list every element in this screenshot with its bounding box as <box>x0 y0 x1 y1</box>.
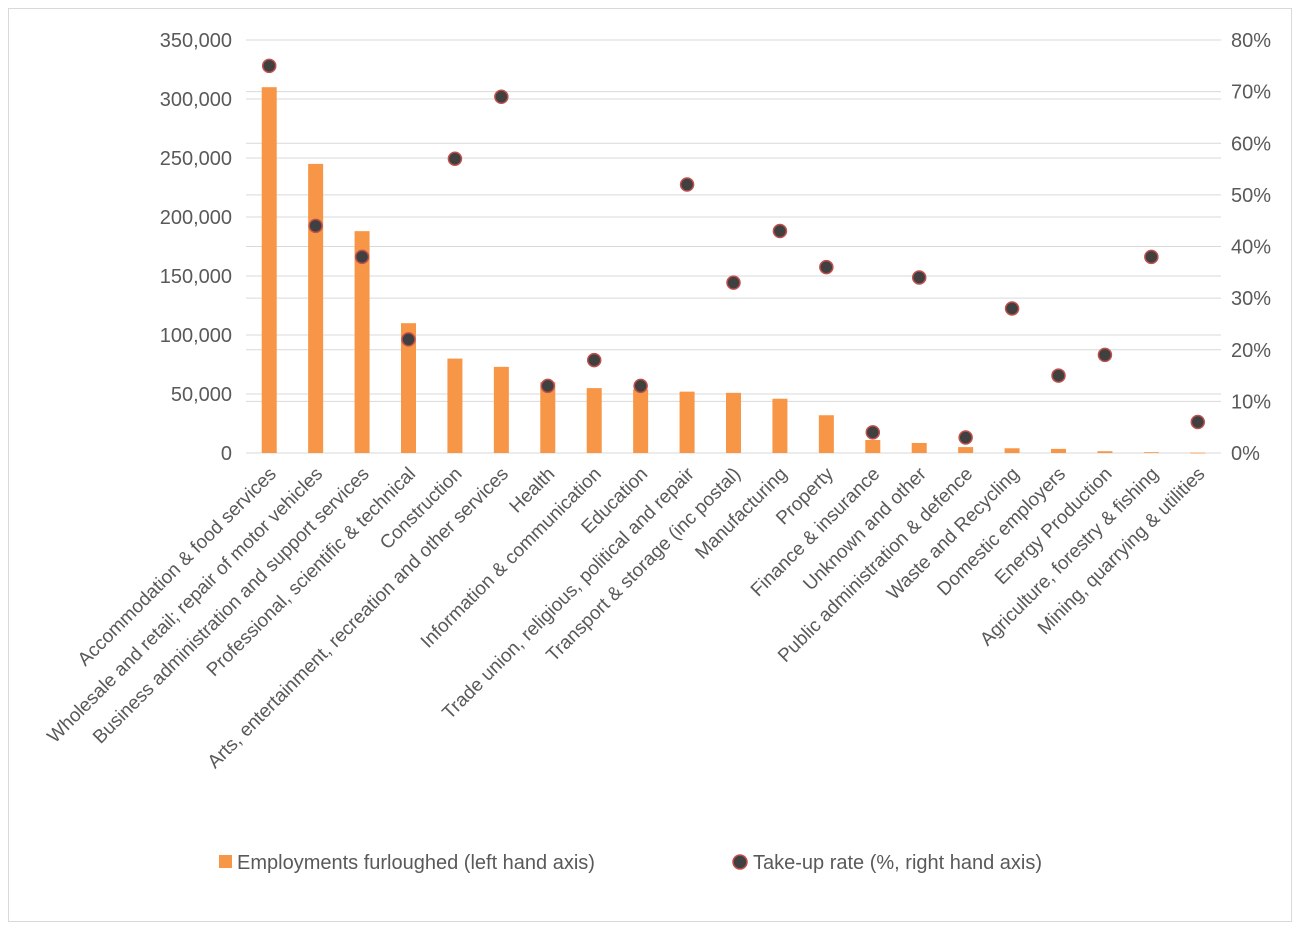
scatter-series <box>261 58 1206 445</box>
scatter-point <box>1097 347 1113 363</box>
scatter-point <box>261 58 277 74</box>
chart-frame: 0 50,000 100,000 150,000 200,000 250,000 300,0… <box>8 8 1292 922</box>
bar <box>401 323 416 453</box>
scatter-point <box>308 218 323 234</box>
bar <box>958 447 974 453</box>
legend-label-bars: Employments furloughed (left hand axis) <box>237 852 595 874</box>
right-tick-label: 80% <box>1231 30 1271 52</box>
right-tick-label: 60% <box>1231 133 1271 155</box>
right-tick-label: 50% <box>1231 185 1271 207</box>
legend-swatch-bars <box>219 855 232 868</box>
bar <box>772 398 788 453</box>
scatter-point <box>447 151 463 166</box>
scatter-point <box>1004 301 1020 316</box>
right-tick-label: 30% <box>1231 288 1271 310</box>
bar <box>1097 451 1113 453</box>
legend-label-points: Take-up rate (%, right hand axis) <box>753 852 1042 874</box>
scatter-point <box>586 352 602 368</box>
bar <box>726 392 741 453</box>
left-tick-label: 100,000 <box>160 325 232 347</box>
left-tick-label: 150,000 <box>160 266 232 288</box>
bar <box>354 231 370 453</box>
left-tick-label: 50,000 <box>171 384 232 406</box>
bar <box>540 382 556 453</box>
bar <box>1143 452 1159 453</box>
scatter-point <box>679 177 695 192</box>
scatter-point <box>633 378 648 394</box>
scatter-point <box>1051 368 1066 383</box>
scatter-point <box>540 378 556 394</box>
right-tick-label: 70% <box>1231 82 1271 104</box>
bar <box>1190 452 1206 454</box>
right-tick-label: 20% <box>1231 340 1271 362</box>
legend: Employments furloughed (left hand axis) … <box>219 852 1042 874</box>
bar <box>1004 448 1020 453</box>
bar <box>447 358 463 453</box>
bar <box>1051 448 1066 453</box>
bar <box>911 442 927 453</box>
bar <box>633 389 649 453</box>
scatter-point <box>726 275 741 290</box>
gridlines <box>246 39 1221 454</box>
scatter-point <box>819 259 834 275</box>
scatter-point <box>958 430 973 445</box>
scatter-point <box>911 270 927 285</box>
bar <box>865 440 881 453</box>
scatter-point <box>772 223 788 239</box>
left-tick-label: 350,000 <box>160 30 232 52</box>
left-tick-label: 250,000 <box>160 148 232 170</box>
legend-swatch-points <box>732 854 748 870</box>
right-axis-ticks: 0% 10% 20% 30% 40% 50% 60% 70% 80% <box>1231 30 1271 465</box>
right-tick-label: 10% <box>1231 391 1271 413</box>
bar <box>679 391 695 453</box>
scatter-point <box>401 332 416 347</box>
scatter-point <box>1190 414 1206 430</box>
scatter-point <box>354 249 370 265</box>
bar <box>818 415 834 453</box>
combo-chart: 0 50,000 100,000 150,000 200,000 250,000 300,0… <box>43 30 1271 874</box>
bar <box>493 366 509 453</box>
right-tick-label: 0% <box>1231 443 1260 465</box>
left-axis-ticks: 0 50,000 100,000 150,000 200,000 250,000 300,0… <box>160 30 232 465</box>
bar <box>261 87 277 453</box>
right-tick-label: 40% <box>1231 237 1271 259</box>
bar <box>308 163 324 453</box>
scatter-point <box>1144 249 1159 265</box>
left-tick-label: 0 <box>221 443 232 465</box>
left-tick-label: 200,000 <box>160 207 232 229</box>
scatter-point <box>494 89 509 105</box>
left-tick-label: 300,000 <box>160 89 232 111</box>
bar-series <box>261 87 1206 454</box>
scatter-point <box>865 425 881 440</box>
bar <box>586 388 602 453</box>
